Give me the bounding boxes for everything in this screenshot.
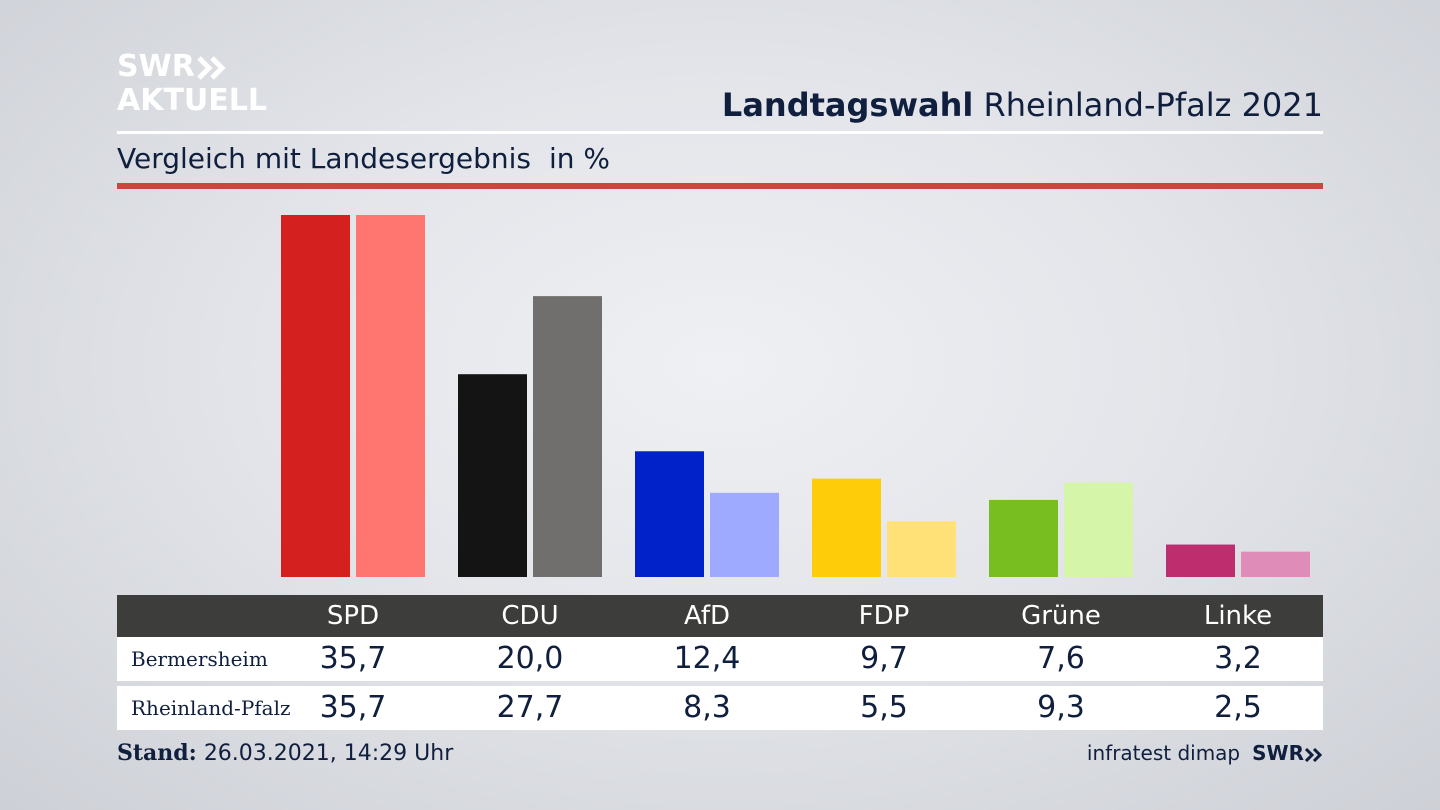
table-cell: 8,3 <box>683 690 731 725</box>
column-header: SPD <box>326 601 380 631</box>
bar-fdp-series-0 <box>812 478 881 577</box>
table-cell: 3,2 <box>1214 641 1262 676</box>
row-label: Rheinland-Pfalz <box>131 696 291 720</box>
swr-mini-logo: SWR <box>1252 741 1304 765</box>
table-row: Rheinland-Pfalz 35,7 27,7 8,3 5,5 9,3 2,5 <box>117 686 1323 730</box>
table-cell: 20,0 <box>496 641 564 676</box>
logo-line2: AKTUELL <box>117 83 268 118</box>
timestamp: Stand: 26.03.2021, 14:29 Uhr <box>117 740 453 766</box>
table-cell: 12,4 <box>673 641 741 676</box>
bar-chart <box>281 215 1310 577</box>
bar-cdu-series-0 <box>458 374 527 577</box>
source-text: infratest dimap <box>1086 741 1241 765</box>
accent-rule <box>117 183 1323 189</box>
table-cell: 2,5 <box>1214 690 1262 725</box>
title-bold: Landtagswahl <box>721 86 974 124</box>
bar-afd-series-0 <box>635 451 704 577</box>
swr-aktuell-logo: SWR AKTUELL <box>117 52 267 116</box>
row-label: Bermersheim <box>131 647 268 671</box>
column-header: FDP <box>858 601 910 631</box>
column-header: Linke <box>1203 601 1273 631</box>
table-header: SPD CDU AfD FDP Grüne Linke <box>117 595 1323 637</box>
table-cell: 9,7 <box>860 641 908 676</box>
table-cell: 35,7 <box>319 690 387 725</box>
bar-fdp-series-1 <box>887 521 956 577</box>
bar-afd-series-1 <box>710 492 779 577</box>
double-chevron-icon <box>1304 747 1323 762</box>
subtitle-unit: in % <box>548 142 611 175</box>
bar-linke-series-1 <box>1241 551 1310 577</box>
bar-spd-series-0 <box>281 215 350 577</box>
bar-cdu-series-1 <box>533 296 602 577</box>
stand-label: Stand: <box>117 740 197 766</box>
double-chevron-icon <box>197 55 226 80</box>
results-table: SPD CDU AfD FDP Grüne Linke Bermersheim 35,7 2… <box>117 595 1323 730</box>
column-header: CDU <box>501 601 559 631</box>
stand-value: 26.03.2021, 14:29 Uhr <box>203 741 454 766</box>
header-divider <box>117 131 1323 134</box>
page-title: Landtagswahl Rheinland-Pfalz 2021 <box>722 86 1323 124</box>
subtitle-text: Vergleich mit Landesergebnis <box>117 142 531 175</box>
bar-grne-series-1 <box>1064 482 1133 577</box>
logo-line1: SWR <box>117 49 195 84</box>
title-rest: Rheinland-Pfalz 2021 <box>983 86 1323 124</box>
chart-subtitle: Vergleich mit Landesergebnis in % <box>117 142 610 175</box>
table-cell: 35,7 <box>319 641 387 676</box>
table-cell: 9,3 <box>1037 690 1085 725</box>
table-cell: 7,6 <box>1037 641 1085 676</box>
table-cell: 5,5 <box>860 690 908 725</box>
source-credit: infratest dimap SWR <box>1087 741 1323 765</box>
bar-linke-series-0 <box>1166 544 1235 577</box>
column-header: Grüne <box>1021 601 1101 631</box>
table-cell: 27,7 <box>496 690 564 725</box>
column-header: AfD <box>683 601 731 631</box>
bar-grne-series-0 <box>989 499 1058 577</box>
table-row: Bermersheim 35,7 20,0 12,4 9,7 7,6 3,2 <box>117 637 1323 681</box>
bar-spd-series-1 <box>356 215 425 577</box>
